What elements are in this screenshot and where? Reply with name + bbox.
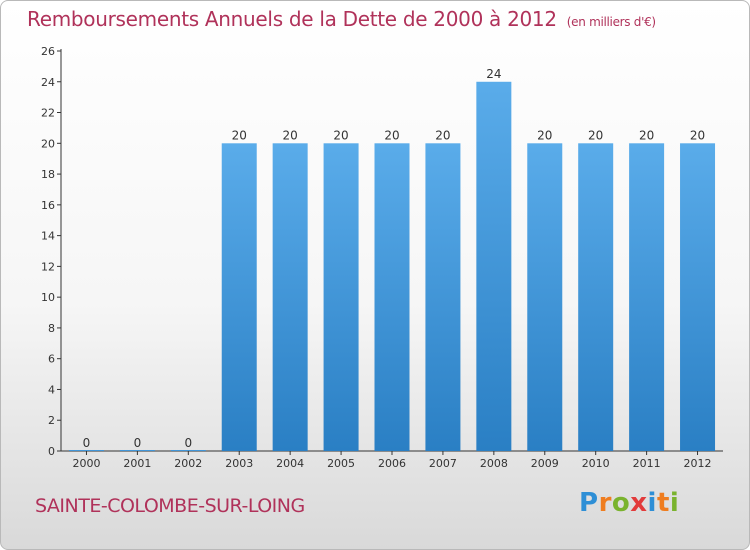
bar-value-label: 20 — [690, 128, 705, 142]
proxiti-logo: Proxiti — [579, 488, 679, 518]
bar — [221, 143, 257, 452]
x-tick-label: 2005 — [327, 457, 355, 470]
y-tick-label: 18 — [41, 168, 55, 181]
y-tick-label: 12 — [41, 260, 55, 273]
y-tick-label: 0 — [48, 445, 55, 458]
bar — [374, 143, 410, 452]
x-tick-label: 2002 — [174, 457, 202, 470]
y-tick-label: 26 — [41, 45, 55, 58]
x-tick-label: 2009 — [531, 457, 559, 470]
logo-letter: o — [611, 488, 631, 518]
bar — [272, 143, 308, 452]
y-tick-label: 2 — [48, 414, 55, 427]
bar-value-label: 20 — [588, 128, 603, 142]
y-tick-label: 14 — [41, 230, 55, 243]
y-tick-label: 16 — [41, 199, 55, 212]
y-tick-label: 6 — [48, 353, 55, 366]
bar — [527, 143, 563, 452]
bar-value-label: 20 — [435, 128, 450, 142]
bar — [68, 450, 104, 451]
x-tick-label: 2008 — [480, 457, 508, 470]
x-tick-label: 2006 — [378, 457, 406, 470]
y-tick-label: 24 — [41, 76, 55, 89]
chart-title: Remboursements Annuels de la Dette de 20… — [27, 7, 656, 31]
bar — [323, 143, 359, 452]
logo-letter: x — [630, 488, 648, 518]
y-tick-label: 10 — [41, 291, 55, 304]
bar-value-label: 0 — [83, 436, 91, 450]
bar — [170, 450, 206, 451]
bar — [476, 81, 512, 452]
bar — [578, 143, 614, 452]
bar-value-label: 20 — [384, 128, 399, 142]
y-tick-label: 4 — [48, 383, 55, 396]
bar-value-label: 0 — [134, 436, 142, 450]
bar-value-label: 0 — [184, 436, 192, 450]
bar — [425, 143, 461, 452]
y-tick-label: 20 — [41, 137, 55, 150]
bar-value-label: 20 — [639, 128, 654, 142]
x-tick-label: 2000 — [72, 457, 100, 470]
x-tick-label: 2007 — [429, 457, 457, 470]
logo-letter: t — [656, 488, 670, 518]
logo-letter: i — [669, 488, 680, 518]
x-tick-label: 2012 — [684, 457, 712, 470]
logo-letter: i — [647, 488, 657, 518]
x-tick-label: 2010 — [582, 457, 610, 470]
y-tick-label: 8 — [48, 322, 55, 335]
bar-value-label: 20 — [333, 128, 348, 142]
unit-note: (en milliers d'€) — [566, 15, 656, 29]
commune-name: SAINTE-COLOMBE-SUR-LOING — [35, 495, 305, 517]
bar — [680, 143, 716, 452]
logo-letter: r — [598, 488, 612, 518]
y-tick-label: 22 — [41, 107, 55, 120]
bar — [119, 450, 155, 451]
bar-value-label: 24 — [486, 67, 501, 81]
bar-value-label: 20 — [537, 128, 552, 142]
x-tick-label: 2011 — [633, 457, 661, 470]
x-tick-label: 2003 — [225, 457, 253, 470]
x-tick-label: 2001 — [123, 457, 151, 470]
logo-letter: P — [579, 488, 599, 518]
x-tick-label: 2004 — [276, 457, 304, 470]
bar-value-label: 20 — [232, 128, 247, 142]
bar — [629, 143, 665, 452]
bar-value-label: 20 — [283, 128, 298, 142]
title-text: Remboursements Annuels de la Dette de 20… — [27, 7, 557, 31]
